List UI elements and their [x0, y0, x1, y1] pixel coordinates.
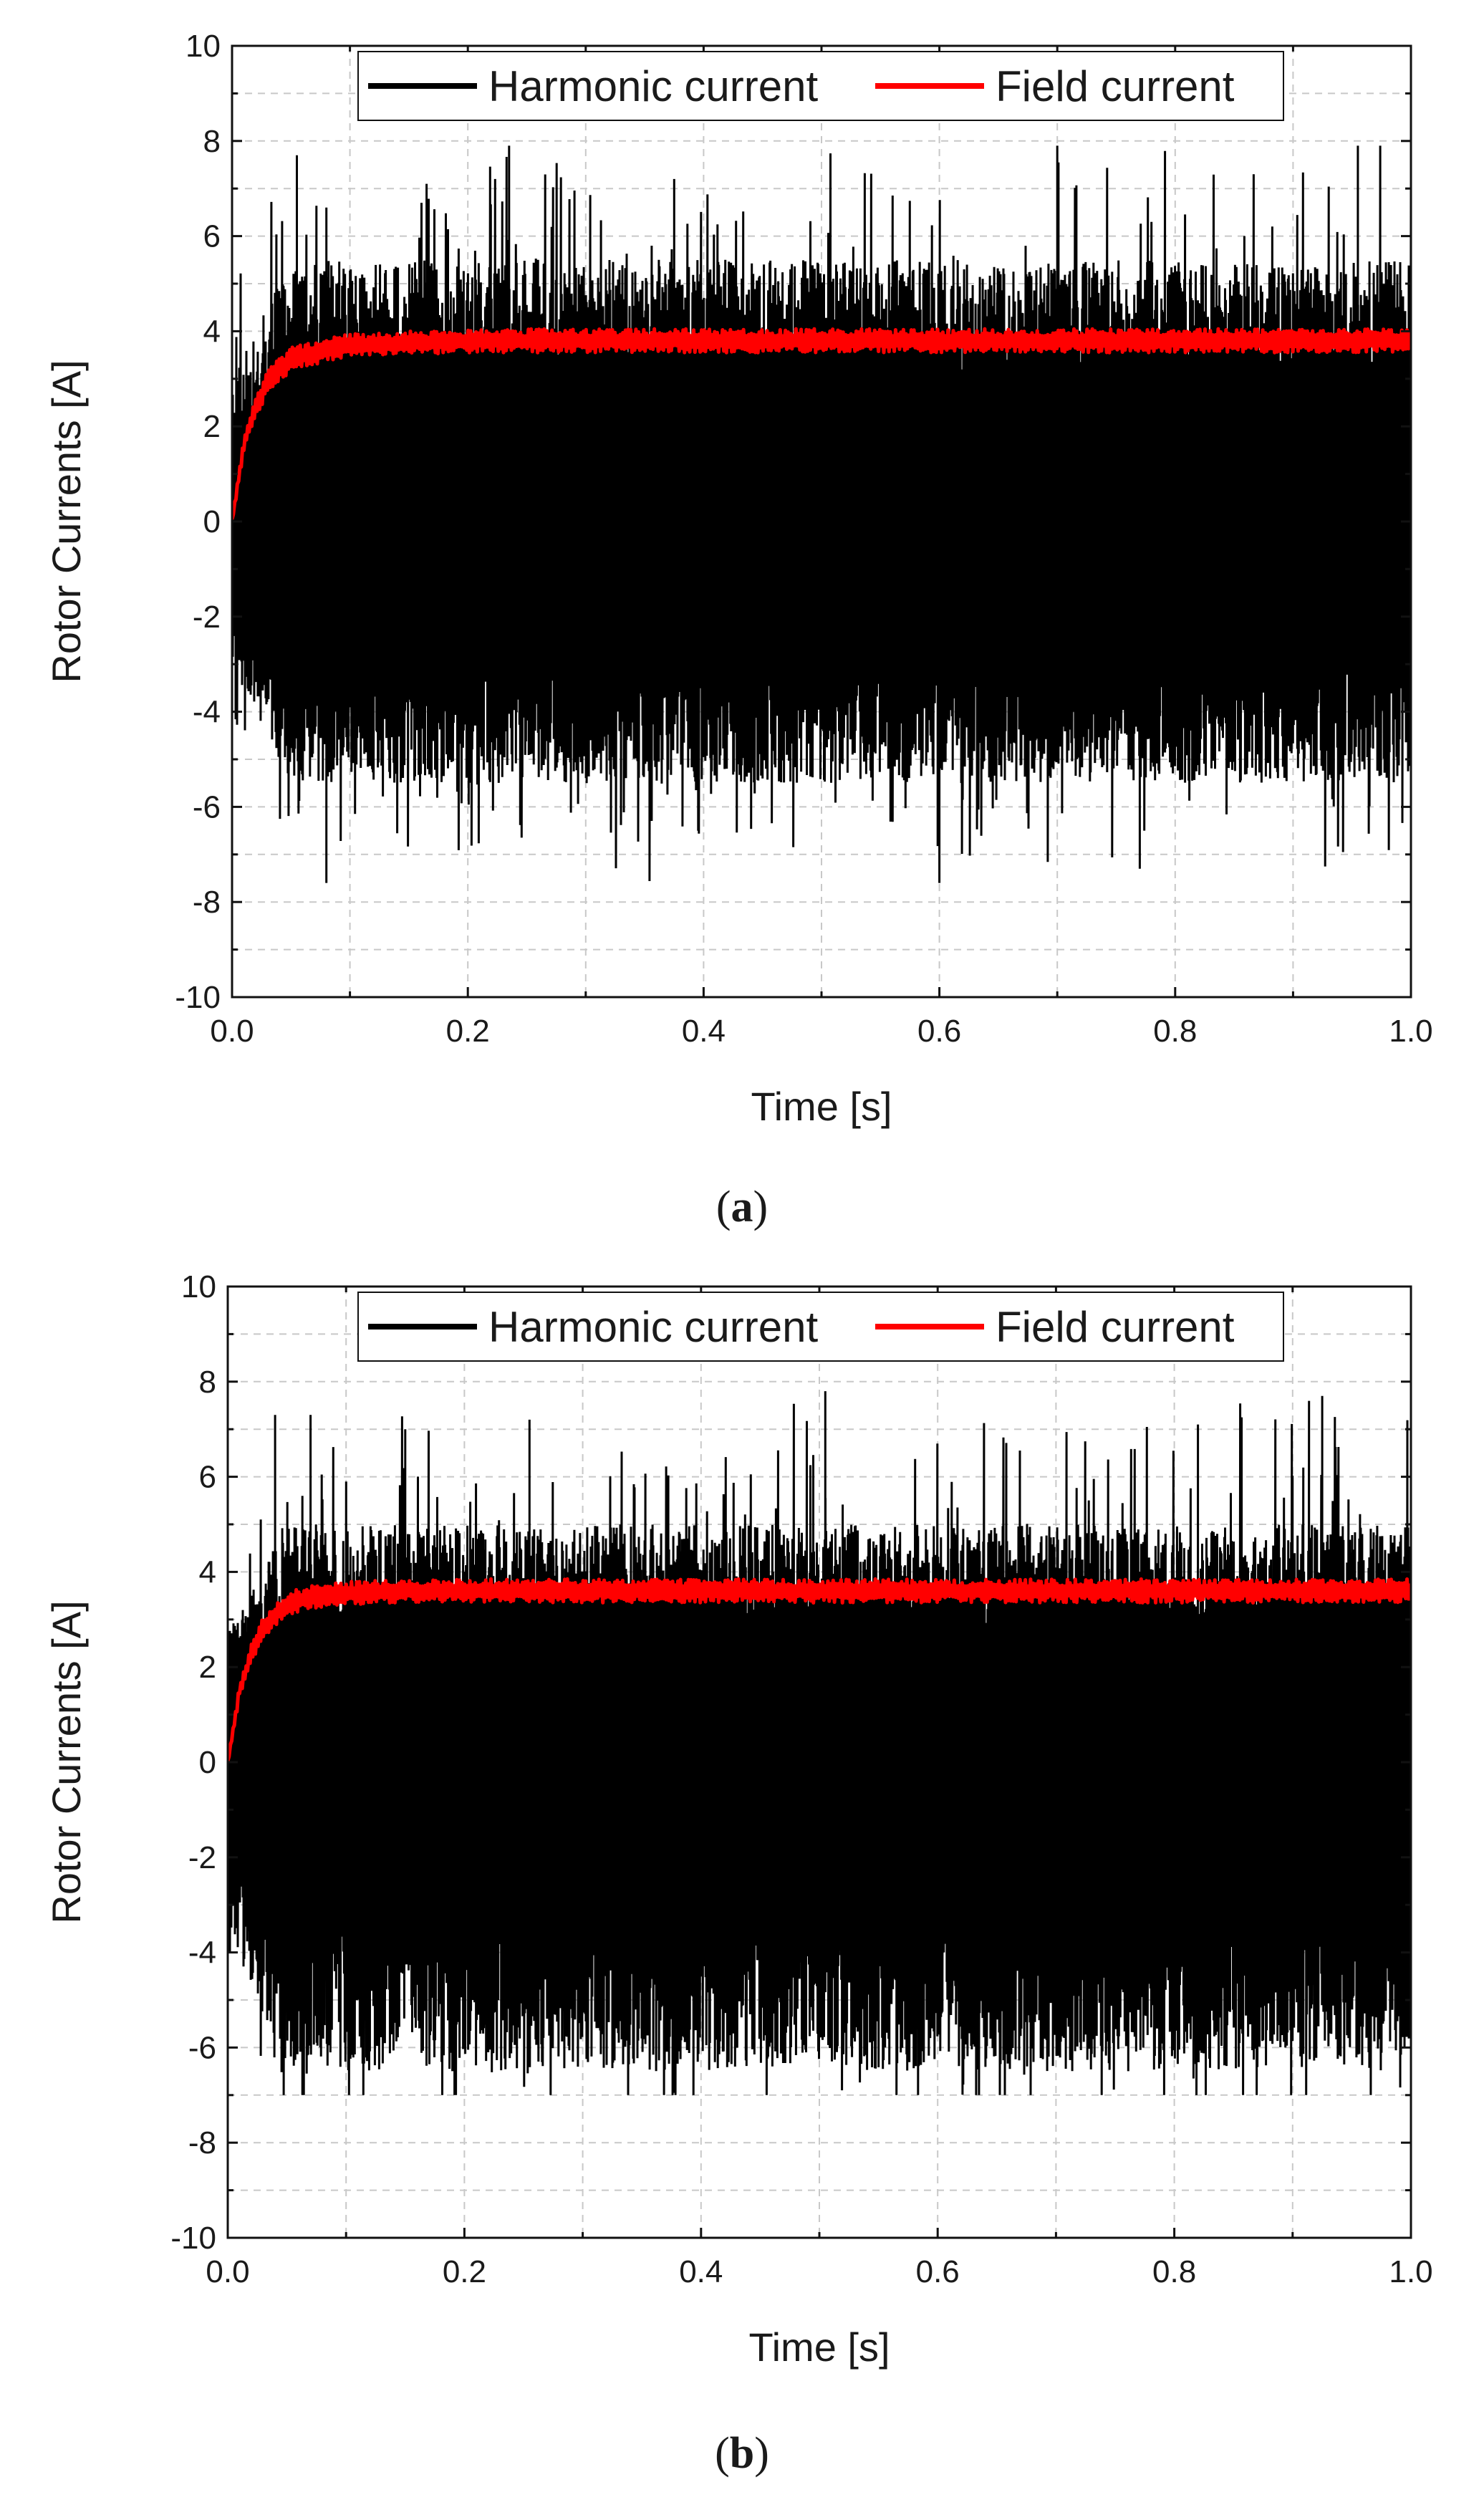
- x-tick-label: 1.0: [1389, 1014, 1432, 1049]
- y-tick-label: -6: [193, 789, 221, 824]
- y-tick-label: -6: [188, 2030, 216, 2065]
- y-tick-label: -8: [193, 885, 221, 920]
- plot-area: [232, 145, 1411, 883]
- y-tick-label: 4: [203, 314, 221, 349]
- caption-b: (b): [715, 2429, 769, 2478]
- x-tick-label: 0.0: [206, 2254, 249, 2289]
- x-tick-label: 0.2: [446, 1014, 490, 1049]
- series-field-current: [232, 327, 1411, 520]
- y-tick-label: 2: [199, 1650, 216, 1685]
- y-tick-label: -2: [188, 1840, 216, 1875]
- x-tick-label: 1.0: [1389, 2254, 1432, 2289]
- x-tick-label: 0.4: [682, 1014, 726, 1049]
- y-tick-label: -10: [175, 980, 221, 1015]
- legend-label-field: Field current: [996, 62, 1235, 110]
- y-tick-label: -8: [188, 2125, 216, 2160]
- caption-a: (a): [716, 1183, 768, 1231]
- legend-label-field: Field current: [996, 1303, 1235, 1351]
- series-field-current: [228, 1577, 1411, 1762]
- y-tick-label: 10: [186, 29, 221, 64]
- y-tick-label: 6: [203, 219, 221, 254]
- x-axis-title: Time [s]: [748, 2324, 890, 2370]
- y-tick-label: 2: [203, 409, 221, 444]
- plot-area: [228, 1391, 1411, 2095]
- legend-label-harmonic: Harmonic current: [488, 1303, 818, 1351]
- x-tick-label: 0.6: [916, 2254, 960, 2289]
- y-tick-label: 0: [203, 504, 221, 539]
- y-tick-label: 4: [199, 1554, 216, 1590]
- y-tick-label: -4: [193, 695, 221, 730]
- ticks: [231, 44, 1412, 999]
- y-tick-label: 0: [199, 1745, 216, 1780]
- y-tick-label: 6: [199, 1460, 216, 1495]
- y-tick-label: 8: [199, 1365, 216, 1400]
- y-tick-label: 10: [181, 1269, 216, 1304]
- legend-label-harmonic: Harmonic current: [488, 62, 818, 110]
- y-tick-label: -4: [188, 1936, 216, 1971]
- x-tick-label: 0.2: [443, 2254, 486, 2289]
- legend: Harmonic current Field current: [357, 1292, 1284, 1362]
- chart-panel-b: 0.0 0.2 0.4 0.6 0.8 1.0 10 8 6 4 2 0 -2 -4 -6 -8 -10 Time…: [44, 1269, 1433, 2370]
- legend-box: [357, 51, 1284, 121]
- x-tick-label: 0.0: [210, 1014, 254, 1049]
- x-tick-label: 0.6: [917, 1014, 961, 1049]
- y-axis-title: Rotor Currents [A]: [44, 360, 89, 683]
- y-axis-title: Rotor Currents [A]: [44, 1600, 89, 1923]
- legend: Harmonic current Field current: [357, 51, 1284, 121]
- x-tick-label: 0.8: [1152, 2254, 1196, 2289]
- x-axis-title: Time [s]: [751, 1084, 892, 1129]
- y-tick-label: -2: [193, 600, 221, 635]
- x-tick-label: 0.4: [679, 2254, 723, 2289]
- legend-box: [357, 1292, 1284, 1362]
- y-tick-label: -10: [170, 2221, 216, 2256]
- x-tick-label: 0.8: [1153, 1014, 1197, 1049]
- y-tick-label: 8: [203, 124, 221, 159]
- chart-panel-a: 0.0 0.2 0.4 0.6 0.8 1.0 10 8 6 4 2 0 -2 -4 -6 -8 -10 Time…: [44, 29, 1433, 1129]
